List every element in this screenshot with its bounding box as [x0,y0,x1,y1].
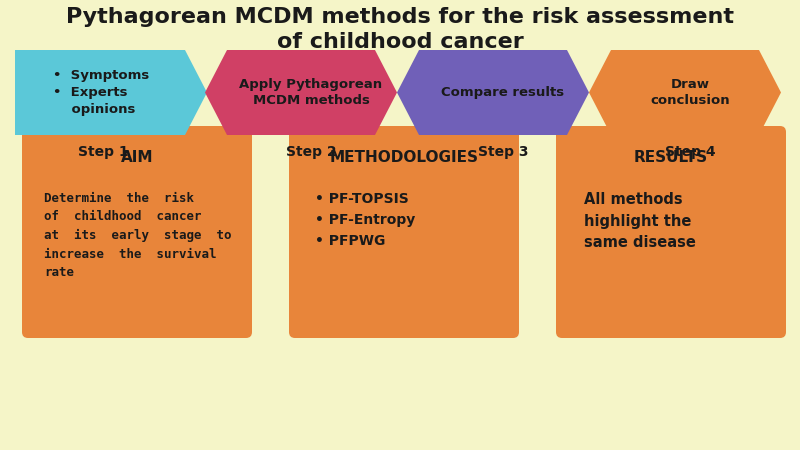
FancyBboxPatch shape [22,126,252,338]
FancyBboxPatch shape [289,126,519,338]
Text: METHODOLOGIES: METHODOLOGIES [330,150,478,165]
Text: Draw
conclusion: Draw conclusion [650,78,730,107]
Text: AIM: AIM [121,150,154,165]
Polygon shape [205,50,397,135]
Text: Apply Pythagorean
MCDM methods: Apply Pythagorean MCDM methods [239,78,382,107]
Polygon shape [15,50,207,135]
Text: Pythagorean MCDM methods for the risk assessment
of childhood cancer: Pythagorean MCDM methods for the risk as… [66,7,734,52]
Text: Determine  the  risk
of  childhood  cancer
at  its  early  stage  to
increase  t: Determine the risk of childhood cancer a… [45,192,232,279]
Text: All methods
highlight the
same disease: All methods highlight the same disease [584,192,696,250]
Text: Step 1: Step 1 [78,145,128,159]
Polygon shape [589,50,781,135]
Text: Step 4: Step 4 [665,145,715,159]
Text: RESULTS: RESULTS [634,150,708,165]
Text: •  Symptoms
•  Experts
    opinions: • Symptoms • Experts opinions [53,69,149,116]
Text: Step 3: Step 3 [478,145,528,159]
Text: Step 2: Step 2 [286,145,336,159]
Text: Compare results: Compare results [442,86,565,99]
FancyBboxPatch shape [556,126,786,338]
Text: • PF-TOPSIS
• PF-Entropy
• PFPWG: • PF-TOPSIS • PF-Entropy • PFPWG [315,192,415,248]
Polygon shape [397,50,589,135]
